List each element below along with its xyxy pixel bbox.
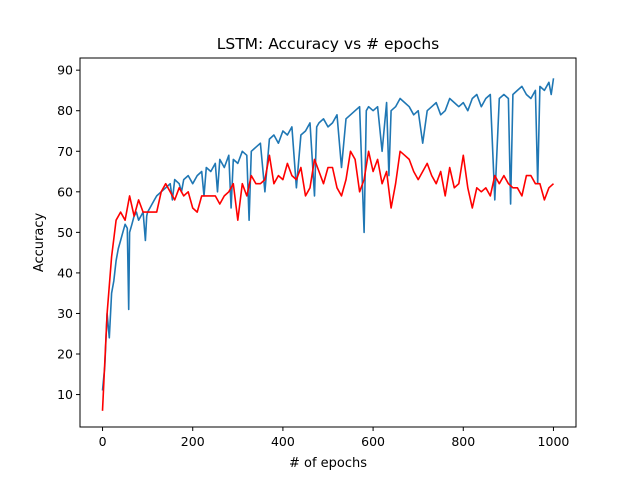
x-tick-label: 0 — [99, 434, 107, 449]
x-axis: 0 200 400 600 800 1000 — [99, 427, 570, 449]
plot-frame — [79, 57, 577, 428]
x-tick-label: 200 — [181, 434, 205, 449]
x-tick-label: 600 — [361, 434, 385, 449]
y-tick-label: 50 — [57, 225, 73, 240]
x-tick-label: 1000 — [538, 434, 570, 449]
chart-title: LSTM: Accuracy vs # epochs — [217, 35, 440, 53]
y-tick-label: 40 — [57, 265, 73, 280]
y-tick-label: 80 — [57, 103, 73, 118]
x-tick-label: 400 — [271, 434, 295, 449]
y-tick-label: 20 — [57, 347, 73, 362]
y-tick-label: 10 — [57, 387, 73, 402]
y-tick-label: 30 — [57, 306, 73, 321]
plot-area — [101, 78, 555, 411]
y-tick-label: 60 — [57, 184, 73, 199]
x-tick-label: 800 — [451, 434, 475, 449]
y-tick-label: 90 — [57, 63, 73, 78]
series-line-1 — [101, 78, 555, 391]
y-tick-label: 70 — [57, 144, 73, 159]
x-axis-label: # of epochs — [289, 456, 367, 471]
y-axis-label: Accuracy — [32, 213, 47, 273]
y-axis: 10 20 30 40 50 60 70 80 90 — [57, 63, 80, 402]
series-line-2 — [101, 150, 555, 411]
